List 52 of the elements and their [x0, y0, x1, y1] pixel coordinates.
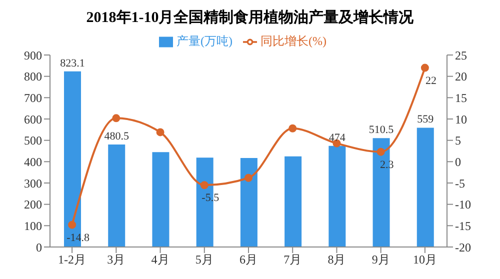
- x-tick-label: 8月: [328, 252, 346, 267]
- y-tick-label: 0: [36, 240, 42, 254]
- point: [156, 128, 164, 136]
- y-tick-label: 300: [24, 176, 42, 190]
- data-label: 480.5: [104, 130, 130, 142]
- point: [200, 181, 208, 190]
- y-tick-label: 600: [24, 112, 42, 126]
- x-tick-label: 5月: [195, 252, 214, 267]
- y2-tick-label: -15: [455, 218, 471, 233]
- x-tick-label: 3月: [107, 252, 126, 267]
- point: [112, 114, 120, 122]
- bar: [284, 156, 302, 247]
- y-tick-label: 900: [24, 48, 42, 62]
- x-tick-label: 6月: [240, 252, 258, 267]
- chart-title: 2018年1-10月全国精制食用植物油产量及增长情况: [85, 8, 415, 28]
- x-tick-label: 7月: [284, 252, 302, 267]
- y-tick-label: 700: [24, 90, 42, 105]
- y-tick-label: 100: [24, 218, 42, 233]
- y2-tick-label: 15: [455, 90, 467, 105]
- y-tick-label: 200: [24, 198, 42, 212]
- bar: [416, 128, 434, 247]
- x-tick-label: 1-2月: [58, 252, 86, 267]
- data-label: 510.5: [368, 124, 394, 136]
- y2-tick-label: 20: [455, 70, 467, 84]
- bar: [328, 146, 346, 247]
- point: [420, 64, 429, 72]
- y2-tick-label: 0: [455, 154, 461, 169]
- bar: [240, 158, 258, 247]
- x-tick-label: 4月: [151, 252, 170, 267]
- y2-tick-label: 5: [455, 134, 461, 148]
- y-tick-label: 800: [24, 70, 42, 84]
- x-tick-label: 9月: [372, 252, 390, 267]
- y2-tick-label: 10: [455, 112, 467, 126]
- data-label: 474: [328, 132, 346, 144]
- y2-tick-label: -20: [455, 240, 471, 254]
- data-label: 559: [417, 114, 434, 126]
- legend-label: 同比增长(%): [260, 34, 326, 48]
- point: [244, 174, 252, 182]
- y2-tick-label: -5: [455, 176, 465, 190]
- legend-label: 产量(万吨): [176, 34, 232, 48]
- bar: [108, 144, 126, 247]
- y-tick-label: 400: [24, 154, 42, 169]
- y-tick-label: 500: [24, 134, 42, 148]
- y2-tick-label: -10: [455, 198, 471, 212]
- y2-tick-label: 25: [455, 48, 467, 62]
- point: [288, 124, 297, 132]
- data-label: 22: [425, 74, 436, 87]
- data-label: 823.1: [60, 57, 85, 70]
- point: [68, 220, 76, 229]
- x-tick-label: 10月: [412, 252, 437, 267]
- point: [376, 148, 385, 156]
- bar: [152, 152, 170, 247]
